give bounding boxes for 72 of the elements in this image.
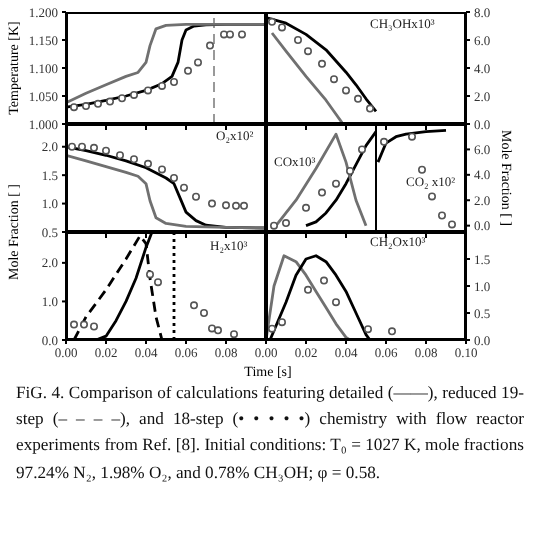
point bbox=[200, 309, 208, 317]
point bbox=[184, 66, 192, 75]
point bbox=[144, 159, 152, 168]
point bbox=[206, 41, 214, 50]
point bbox=[388, 327, 396, 336]
point bbox=[208, 199, 216, 208]
point bbox=[220, 30, 228, 39]
point bbox=[146, 270, 154, 279]
point bbox=[116, 151, 124, 160]
point bbox=[190, 301, 198, 310]
point bbox=[302, 203, 310, 212]
point bbox=[158, 165, 166, 174]
point bbox=[330, 75, 338, 84]
point bbox=[354, 94, 362, 103]
point bbox=[320, 276, 328, 285]
point bbox=[82, 102, 90, 111]
point bbox=[268, 324, 276, 333]
point bbox=[418, 165, 426, 174]
point bbox=[342, 86, 350, 95]
point bbox=[102, 146, 110, 155]
point bbox=[90, 143, 98, 152]
point bbox=[130, 155, 138, 164]
point bbox=[154, 278, 162, 287]
point bbox=[192, 192, 200, 201]
point bbox=[364, 325, 372, 334]
point bbox=[144, 86, 152, 95]
point bbox=[448, 220, 456, 229]
point bbox=[68, 142, 76, 151]
point bbox=[232, 201, 240, 210]
point bbox=[106, 97, 114, 106]
point bbox=[70, 320, 78, 329]
point bbox=[180, 183, 188, 192]
point bbox=[130, 90, 138, 99]
point bbox=[208, 324, 216, 333]
point bbox=[428, 192, 436, 201]
point bbox=[318, 59, 326, 68]
point bbox=[358, 145, 366, 154]
point bbox=[380, 137, 388, 146]
point bbox=[268, 17, 276, 26]
point bbox=[270, 221, 278, 230]
point bbox=[304, 47, 312, 56]
point bbox=[332, 298, 340, 307]
point bbox=[238, 30, 246, 39]
caption: FiG. 4. Comparison of calculations featuring detailed (——), reduced 19-step (– – – –), and 18-step (• • • • •) chemistry with flow reactor experiments from Ref. [8]. Initial conditions: T₀ = 1027 K, mole fractions 97.24% N₂, 1.98% O₂, and 0.78% CH₃OH; φ = 0.58. bbox=[16, 380, 524, 486]
point bbox=[278, 318, 286, 327]
line-series bbox=[270, 31, 344, 124]
point bbox=[438, 211, 446, 220]
point bbox=[90, 322, 98, 331]
point bbox=[282, 219, 290, 228]
point bbox=[78, 142, 86, 151]
point bbox=[240, 201, 248, 210]
point bbox=[408, 132, 416, 141]
point bbox=[346, 167, 354, 176]
point bbox=[222, 201, 230, 210]
point bbox=[226, 30, 234, 39]
point bbox=[278, 23, 286, 32]
point bbox=[304, 285, 312, 294]
line-series bbox=[266, 254, 352, 340]
point bbox=[80, 320, 88, 329]
point bbox=[158, 81, 166, 90]
point bbox=[194, 58, 202, 67]
point bbox=[332, 179, 340, 188]
point bbox=[214, 326, 222, 335]
point bbox=[230, 330, 238, 339]
point bbox=[294, 36, 302, 44]
point bbox=[170, 174, 178, 182]
point bbox=[170, 78, 178, 86]
point bbox=[70, 103, 78, 112]
point bbox=[318, 188, 326, 197]
point bbox=[118, 94, 126, 103]
point bbox=[366, 104, 374, 113]
point bbox=[94, 99, 102, 108]
